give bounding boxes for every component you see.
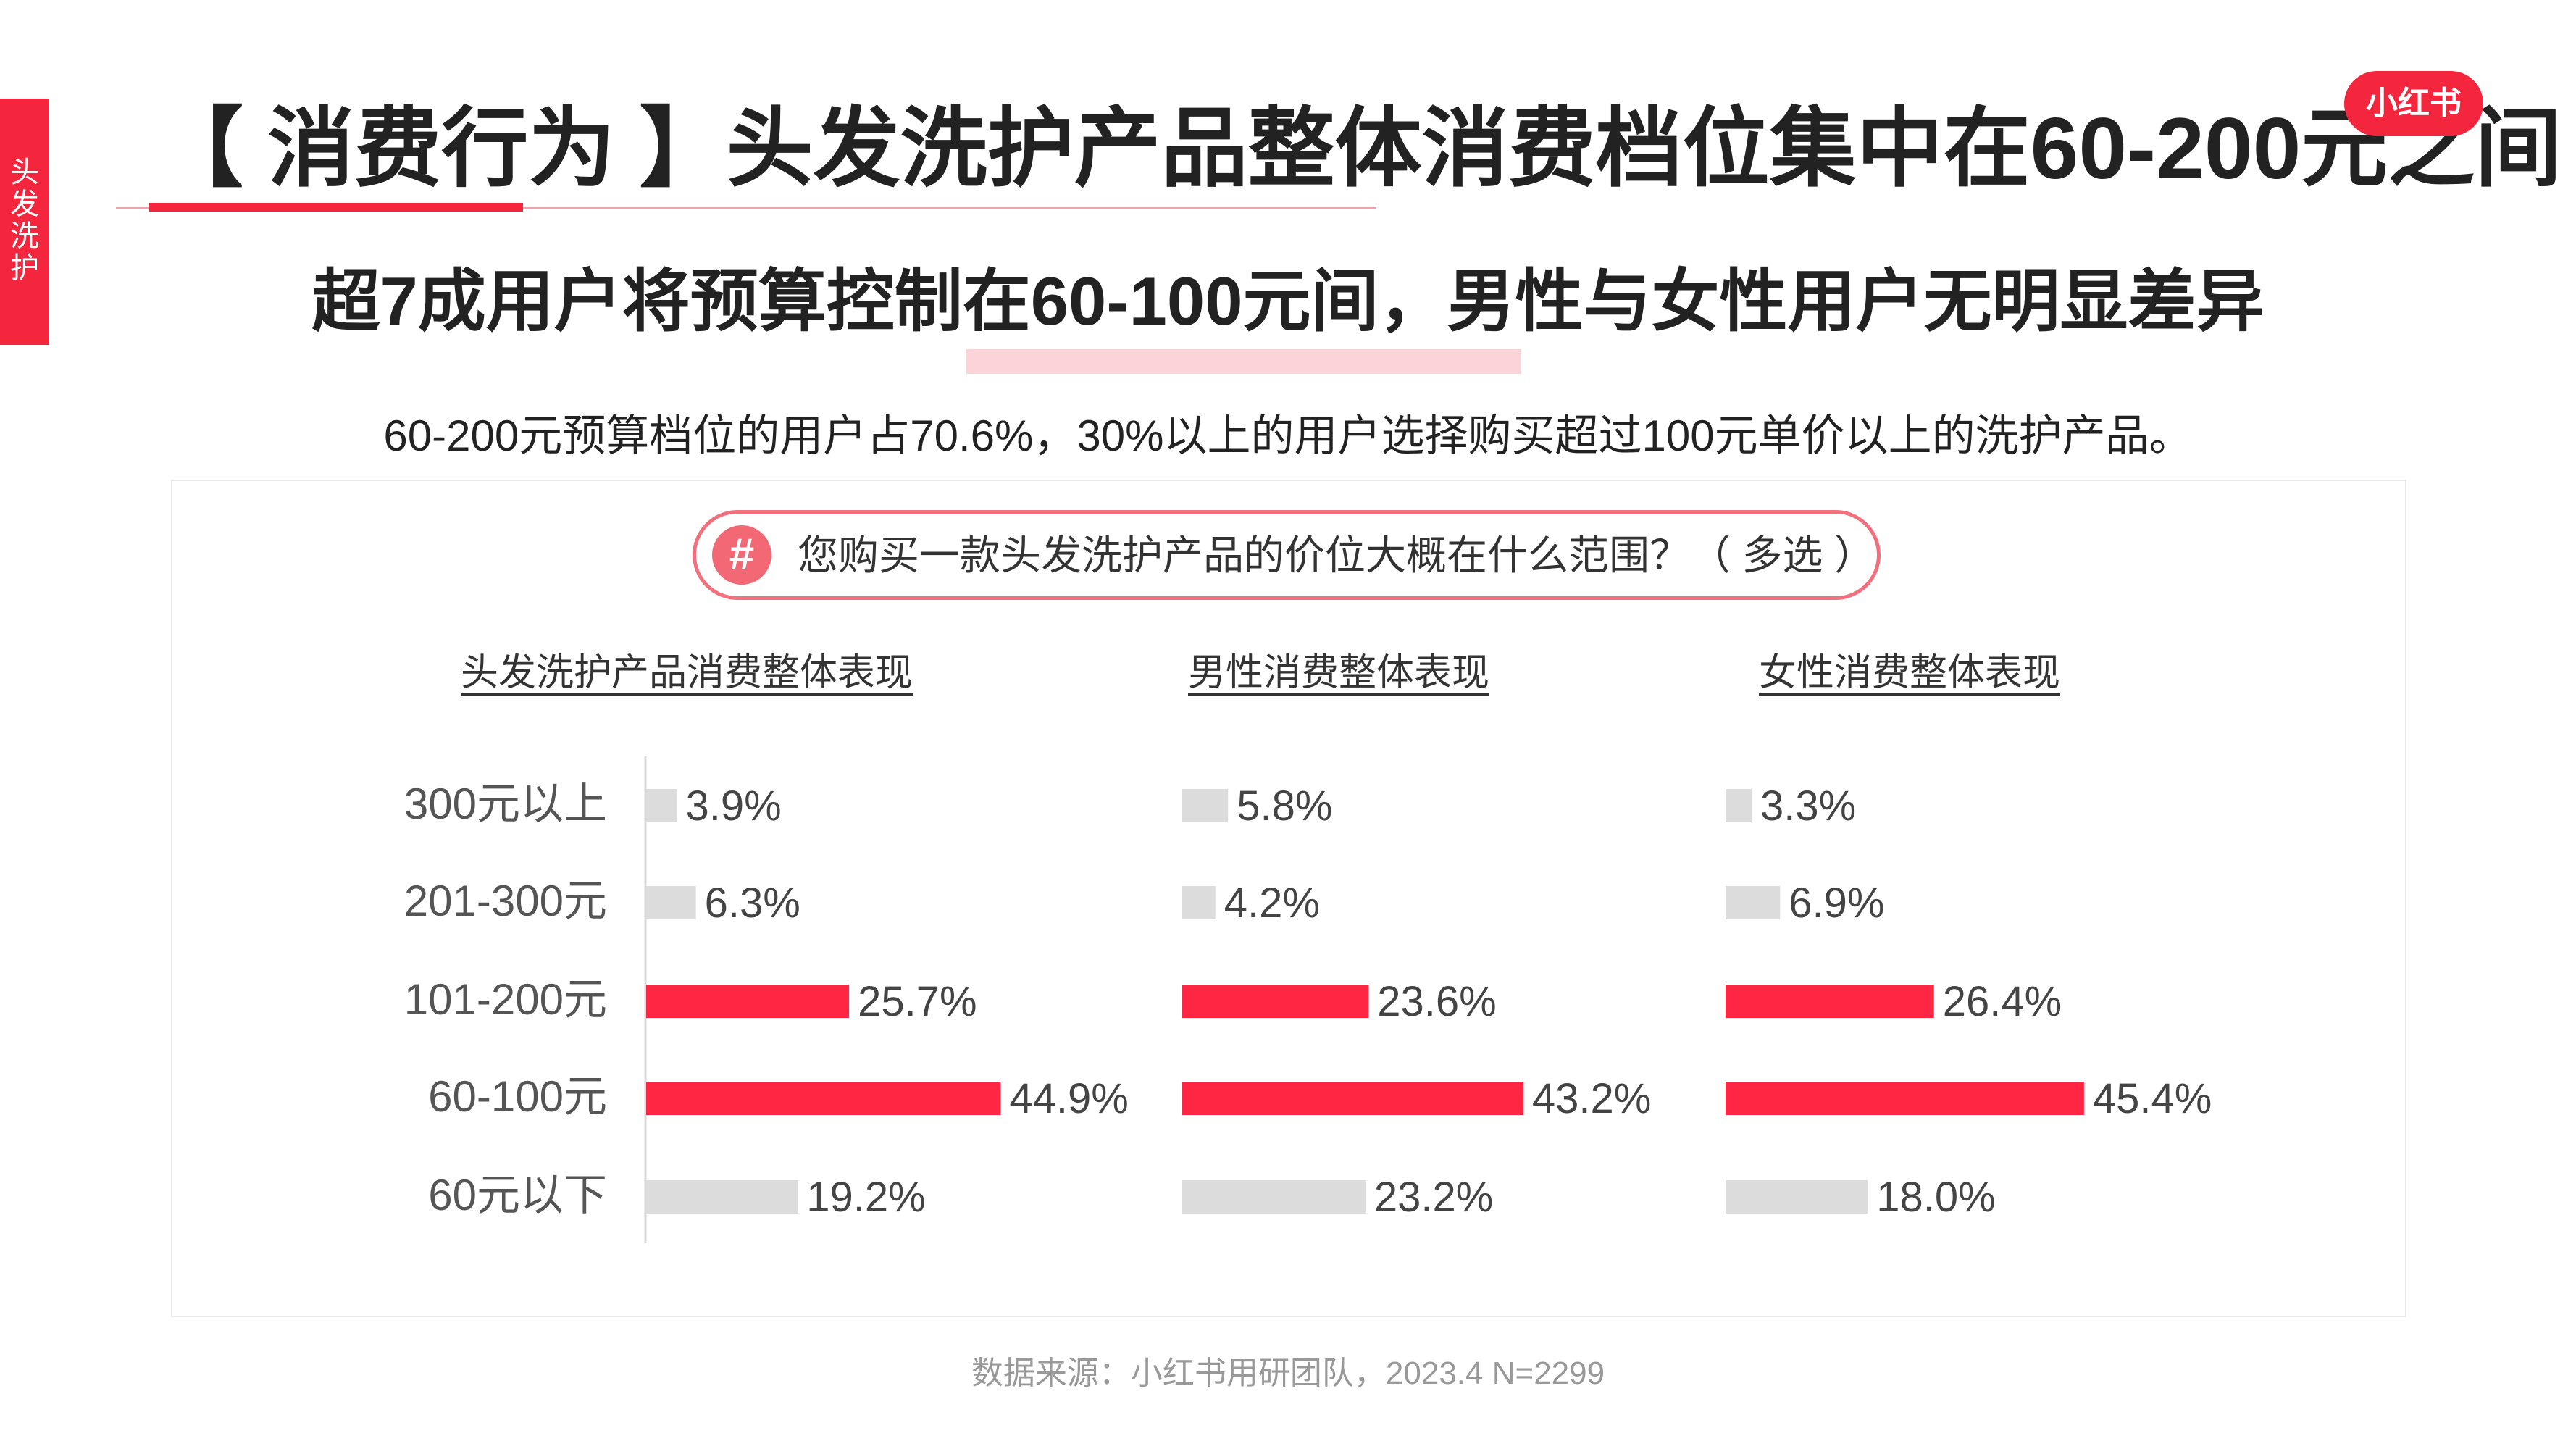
bar: [1182, 1180, 1366, 1214]
data-label: 18.0%: [1876, 1174, 1995, 1221]
data-label: 23.6%: [1377, 978, 1496, 1025]
bar: [1182, 1082, 1523, 1115]
title-accent-bar: [149, 203, 523, 212]
data-label: 6.3%: [705, 880, 800, 927]
bar: [1182, 789, 1229, 822]
bar: [646, 1082, 1001, 1115]
data-label: 3.3%: [1760, 782, 1856, 830]
page-subtitle: 超7成用户将预算控制在60-100元间，男性与女性用户无明显差异: [311, 263, 2265, 339]
bar: [646, 1180, 798, 1214]
question-text: 您购买一款头发洗护产品的价位大概在什么范围？（ 多选 ）: [798, 533, 1875, 578]
side-tab: 头发洗护: [0, 99, 49, 345]
data-label: 45.4%: [2093, 1075, 2212, 1122]
bar: [646, 985, 850, 1018]
data-label: 43.2%: [1532, 1075, 1651, 1122]
bar: [1726, 886, 1781, 919]
bar: [646, 886, 696, 919]
chart-panel: [171, 480, 2406, 1317]
page-description: 60-200元预算档位的用户占70.6%，30%以上的用户选择购买超过100元单…: [383, 412, 2193, 460]
bar: [1726, 1180, 1868, 1214]
category-label: 300元以上: [404, 780, 607, 828]
data-label: 23.2%: [1374, 1174, 1493, 1221]
bar: [1182, 985, 1369, 1018]
side-tab-label: 头发洗护: [10, 156, 39, 284]
chart-title-female: 女性消费整体表现: [1759, 652, 2061, 694]
subtitle-highlight-bar: [966, 349, 1521, 374]
chart-title-overall: 头发洗护产品消费整体表现: [461, 652, 913, 694]
data-label: 44.9%: [1009, 1075, 1128, 1122]
page-title: 【 消费行为 】头发洗护产品整体消费档位集中在60-200元之间: [156, 100, 2562, 197]
bar: [1726, 1082, 2084, 1115]
data-label: 26.4%: [1943, 978, 2062, 1025]
bar: [646, 789, 677, 822]
data-label: 4.2%: [1224, 880, 1320, 927]
data-label: 5.8%: [1237, 782, 1332, 830]
chart-title-male: 男性消费整体表现: [1188, 652, 1490, 694]
data-source-footer: 数据来源：小红书用研团队，2023.4 N=2299: [971, 1356, 1605, 1391]
data-label: 25.7%: [858, 978, 977, 1025]
bar: [1182, 886, 1216, 919]
bar: [1726, 789, 1752, 822]
hash-icon: #: [712, 525, 771, 585]
brand-logo: 小红书: [2344, 71, 2483, 136]
data-label: 6.9%: [1789, 880, 1884, 927]
category-label: 201-300元: [404, 877, 607, 925]
category-label: 101-200元: [404, 975, 607, 1024]
question-pill: # 您购买一款头发洗护产品的价位大概在什么范围？（ 多选 ）: [693, 510, 1881, 600]
data-label: 3.9%: [686, 782, 782, 830]
title-divider: [116, 207, 1376, 209]
bar: [1726, 985, 1934, 1018]
data-label: 19.2%: [806, 1174, 925, 1221]
category-label: 60元以下: [428, 1171, 607, 1219]
category-label: 60-100元: [428, 1072, 607, 1121]
